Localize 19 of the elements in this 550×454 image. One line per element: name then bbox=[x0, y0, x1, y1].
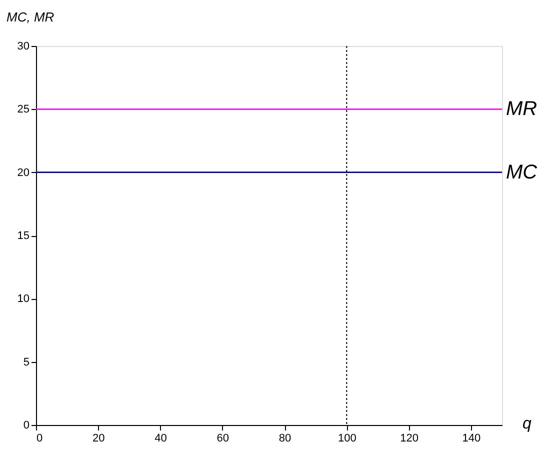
x-tick-label: 80 bbox=[278, 432, 292, 444]
y-tick-label: 0 bbox=[23, 420, 30, 432]
x-tick-label: 60 bbox=[216, 432, 230, 444]
y-axis-title: MC, MR bbox=[6, 10, 54, 24]
x-tick-label: 100 bbox=[338, 432, 356, 444]
y-tick-label: 5 bbox=[23, 356, 30, 368]
y-tick-label: 30 bbox=[17, 40, 30, 52]
x-tick-label: 20 bbox=[92, 432, 105, 444]
series-label: MC bbox=[506, 161, 538, 184]
x-tick-label: 140 bbox=[462, 432, 481, 444]
x-axis-title: q bbox=[522, 416, 532, 432]
y-tick-label: 10 bbox=[17, 293, 30, 306]
x-tick-label: 40 bbox=[154, 432, 167, 444]
x-tick-label: 120 bbox=[400, 432, 418, 444]
y-tick-label: 25 bbox=[17, 104, 30, 116]
x-tick-label: 0 bbox=[36, 432, 43, 444]
y-tick-label: 20 bbox=[17, 166, 30, 179]
series-label: MR bbox=[506, 98, 538, 120]
y-tick-label: 15 bbox=[17, 230, 30, 242]
